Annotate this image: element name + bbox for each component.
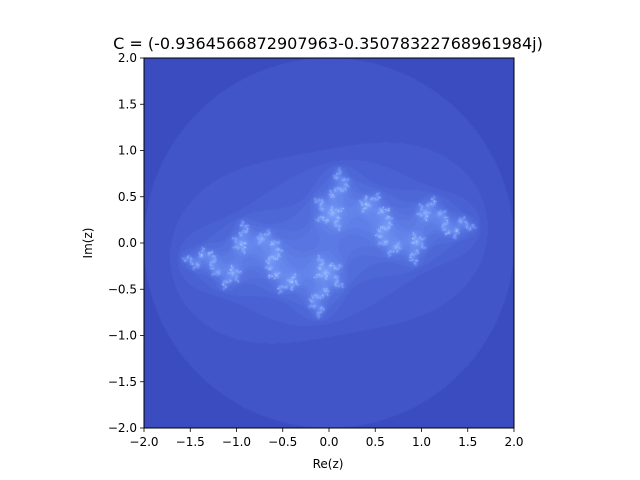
plot-area (144, 58, 514, 428)
y-tick-label: −0.5 (108, 282, 137, 296)
x-tick-label: 1.0 (412, 435, 431, 449)
x-axis-label: Re(z) (313, 457, 344, 471)
y-axis-label: Im(z) (81, 228, 95, 259)
x-tick-label: −2.0 (129, 435, 158, 449)
julia-set-heatmap (144, 58, 514, 428)
x-axis: −2.0 −1.5 −1.0 −0.5 0.0 0.5 1.0 1.5 2.0 (129, 428, 524, 449)
y-tick-label: −1.5 (108, 375, 137, 389)
x-tick-label: −1.0 (222, 435, 251, 449)
y-tick-label: 0.0 (118, 236, 137, 250)
y-tick-label: 1.0 (118, 144, 137, 158)
y-axis: 2.0 1.5 1.0 0.5 0.0 −0.5 −1.0 −1.5 −2.0 (108, 51, 144, 435)
x-tick-label: 1.5 (458, 435, 477, 449)
y-tick-label: 0.5 (118, 190, 137, 204)
y-tick-label: 1.5 (118, 97, 137, 111)
y-tick-label: 2.0 (118, 51, 137, 65)
x-tick-label: 2.0 (504, 435, 523, 449)
y-tick-label: −1.0 (108, 329, 137, 343)
y-tick-label: −2.0 (108, 421, 137, 435)
x-tick-label: 0.0 (319, 435, 338, 449)
x-tick-label: 0.5 (366, 435, 385, 449)
x-tick-label: −0.5 (268, 435, 297, 449)
x-tick-label: −1.5 (176, 435, 205, 449)
chart-title: C = (-0.9364566872907963-0.3507832276896… (113, 34, 543, 53)
